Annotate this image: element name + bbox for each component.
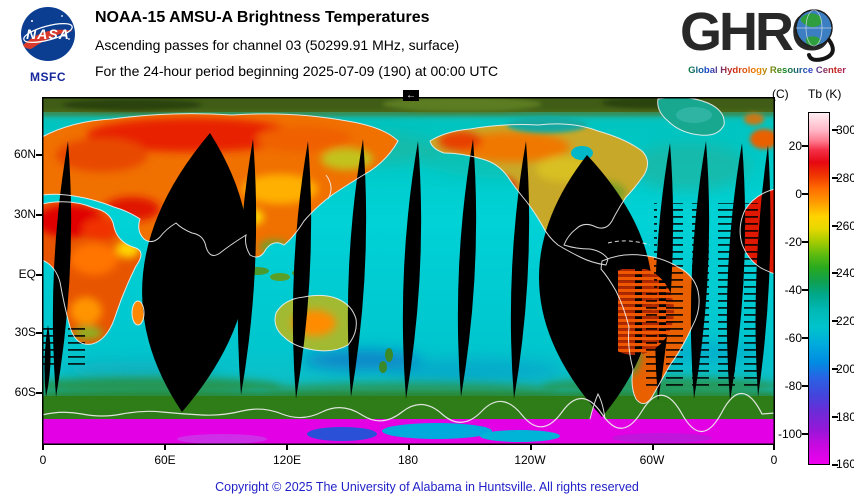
colorbar-tick	[832, 272, 838, 274]
globe-icon	[795, 9, 835, 62]
colorbar-kelvin-label: 200	[836, 362, 854, 376]
arctic-band	[42, 97, 775, 116]
copyright-footer: Copyright © 2025 The University of Alaba…	[215, 480, 639, 494]
axis-tick	[36, 214, 42, 216]
colorbar-tick	[802, 193, 808, 195]
greenland	[657, 97, 725, 136]
axis-tick	[408, 445, 410, 450]
axis-tick	[164, 445, 166, 450]
colorbar-celsius-label: -40	[784, 283, 802, 297]
colorbar-kelvin-label: 260	[836, 219, 854, 233]
axis-tick	[652, 445, 654, 450]
nasa-logo: NASA MSFC	[12, 5, 84, 84]
continent-west-africa	[740, 113, 775, 274]
colorbar-kelvin-label: 160	[836, 457, 854, 471]
colorbar-kelvin-label: 220	[836, 314, 854, 328]
colorbar-tick	[832, 129, 838, 131]
lon-label-120e: 120E	[272, 453, 302, 467]
lon-label-0e: 0	[39, 453, 47, 467]
lon-label-180: 180	[397, 453, 419, 467]
axis-tick	[36, 332, 42, 334]
colorbar-kelvin-label: 280	[836, 171, 854, 185]
colorbar-tick	[832, 320, 838, 322]
lon-label-0w: 0	[770, 453, 778, 467]
ghrc-logo: GHRC Global Hydrology Resource Center	[680, 2, 852, 76]
msfc-label: MSFC	[30, 70, 66, 84]
plot-period-line: For the 24-hour period beginning 2025-07…	[95, 63, 499, 79]
plot-subtitle: Ascending passes for channel 03 (50299.9…	[95, 37, 460, 53]
colorbar-tick	[802, 385, 808, 387]
lon-label-60w: 60W	[639, 453, 665, 467]
colorbar-tick	[832, 177, 838, 179]
colorbar-celsius-label: -20	[784, 235, 802, 249]
colorbar-tick	[832, 225, 838, 227]
axis-tick	[286, 445, 288, 450]
colorbar-tick	[832, 368, 838, 370]
ghrc-logo-image: GHRC	[680, 2, 835, 62]
madagascar	[132, 301, 144, 325]
nasa-logo-text: NASA	[26, 26, 70, 42]
colorbar-kelvin-header: Tb (K)	[808, 87, 842, 101]
lat-label-eq: EQ	[18, 267, 36, 281]
axis-tick	[773, 445, 775, 450]
plot-titles: NOAA-15 AMSU-A Brightness Temperatures A…	[95, 9, 499, 79]
lon-label-120w: 120W	[514, 453, 546, 467]
colorbar-tick	[832, 416, 838, 418]
antarctica	[42, 392, 775, 445]
colorbar	[808, 112, 830, 465]
colorbar-kelvin-label: 240	[836, 266, 854, 280]
islands-new-zealand	[379, 348, 393, 373]
map-image	[42, 97, 775, 445]
nasa-logo-image: NASA	[21, 7, 75, 61]
colorbar-celsius-label: -60	[784, 331, 802, 345]
colorbar-celsius-header: (C)	[772, 87, 789, 101]
scan-line-artifacts	[42, 203, 758, 389]
colorbar-celsius-label: 20	[788, 139, 802, 153]
axis-tick	[42, 445, 44, 450]
plot-title: NOAA-15 AMSU-A Brightness Temperatures	[95, 9, 430, 26]
lat-label-60s: 60S	[14, 385, 36, 399]
nasa-swoosh	[23, 29, 73, 49]
axis-tick	[36, 274, 42, 276]
lat-label-30n: 30N	[13, 207, 36, 221]
axis-tick	[530, 445, 532, 450]
colorbar-celsius-label: -80	[784, 379, 802, 393]
colorbar-kelvin-label: 180	[836, 410, 854, 424]
map-figure	[42, 97, 775, 445]
colorbar-celsius-label: -100	[777, 427, 802, 441]
colorbar-tick	[802, 289, 808, 291]
ghrc-tagline: Global Hydrology Resource Center	[682, 65, 852, 76]
colorbar-kelvin-label: 300	[836, 123, 854, 137]
hudson-bay	[571, 146, 593, 160]
lat-label-30s: 30S	[14, 325, 36, 339]
colorbar-tick	[802, 337, 808, 339]
lon-label-60e: 60E	[154, 453, 176, 467]
colorbar-tick	[832, 464, 838, 466]
axis-tick	[36, 392, 42, 394]
ghrc-logo-tail	[807, 38, 835, 62]
axis-tick	[36, 154, 42, 156]
coastlines	[42, 97, 775, 432]
map-top-arrow-marker: ←	[403, 90, 419, 101]
colorbar-celsius-label: 0	[795, 187, 802, 201]
colorbar-tick	[802, 433, 808, 435]
colorbar-tick	[802, 241, 808, 243]
colorbar-tick	[802, 145, 808, 147]
lat-label-60n: 60N	[13, 147, 36, 161]
